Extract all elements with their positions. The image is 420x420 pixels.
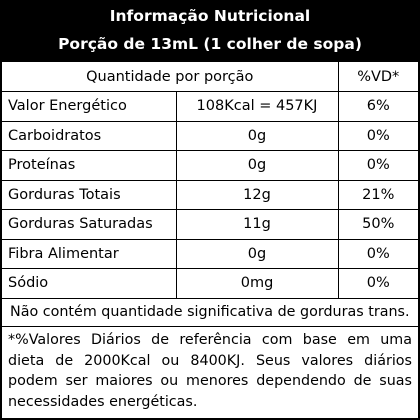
nutrient-vd: 6% bbox=[337, 91, 418, 122]
daily-value-footnote: *%Valores Diários de referência com base… bbox=[8, 332, 412, 410]
nutrient-name: Sódio bbox=[2, 268, 177, 299]
nutrient-vd: 0% bbox=[337, 120, 418, 151]
trans-fat-note: Não contém quantidade significativa de g… bbox=[2, 297, 418, 327]
nutrient-name: Gorduras Saturadas bbox=[2, 209, 177, 240]
nutrient-vd: 0% bbox=[337, 238, 418, 269]
nutrient-amount: 0g bbox=[175, 238, 339, 269]
table-row: Carboidratos 0g 0% bbox=[2, 120, 418, 151]
table-row: Proteínas 0g 0% bbox=[2, 150, 418, 181]
nutrient-amount: 12g bbox=[175, 179, 339, 210]
nutrient-amount: 0mg bbox=[175, 268, 339, 299]
nutrient-name: Carboidratos bbox=[2, 120, 177, 151]
table-row: Fibra Alimentar 0g 0% bbox=[2, 238, 418, 269]
nutrient-name: Gorduras Totais bbox=[2, 179, 177, 210]
nutrition-table: Quantidade por porção %VD* Valor Energét… bbox=[2, 62, 418, 299]
column-header-vd: %VD* bbox=[337, 62, 418, 92]
nutrient-vd: 50% bbox=[337, 209, 418, 240]
nutrition-header: Informação Nutricional Porção de 13mL (1… bbox=[0, 0, 420, 62]
table-row: Gorduras Saturadas 11g 50% bbox=[2, 209, 418, 240]
table-header-row: Quantidade por porção %VD* bbox=[2, 62, 418, 92]
nutrient-vd: 0% bbox=[337, 150, 418, 181]
nutrient-amount: 11g bbox=[175, 209, 339, 240]
label-frame bbox=[0, 62, 420, 420]
nutrient-name: Proteínas bbox=[2, 150, 177, 181]
nutrient-vd: 21% bbox=[337, 179, 418, 210]
nutrition-title: Informação Nutricional bbox=[109, 7, 311, 25]
column-header-quantity: Quantidade por porção bbox=[2, 62, 339, 92]
portion-size: Porção de 13mL (1 colher de sopa) bbox=[58, 35, 362, 53]
nutrient-amount: 0g bbox=[175, 150, 339, 181]
nutrient-name: Valor Energético bbox=[2, 91, 177, 122]
nutrient-name: Fibra Alimentar bbox=[2, 238, 177, 269]
nutrient-amount: 108Kcal = 457KJ bbox=[175, 91, 339, 122]
nutrient-amount: 0g bbox=[175, 120, 339, 151]
table-row: Valor Energético 108Kcal = 457KJ 6% bbox=[2, 91, 418, 122]
table-row: Gorduras Totais 12g 21% bbox=[2, 179, 418, 210]
table-row: Sódio 0mg 0% bbox=[2, 268, 418, 299]
nutrient-vd: 0% bbox=[337, 268, 418, 299]
